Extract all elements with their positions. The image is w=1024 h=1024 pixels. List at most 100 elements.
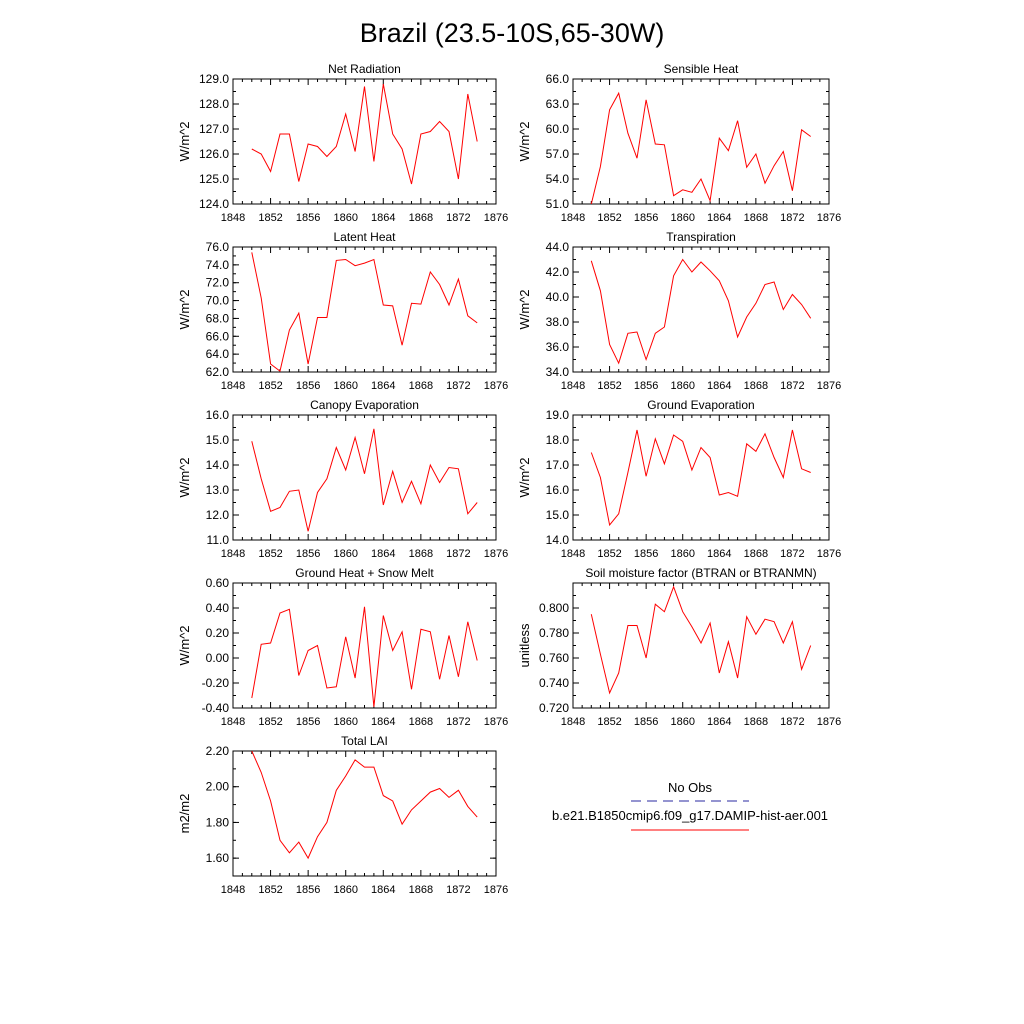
- y-tick-label: 34.0: [546, 365, 570, 379]
- x-tick-label: 1860: [670, 716, 694, 728]
- plot-frame: [232, 78, 497, 205]
- x-tick-label: 1868: [744, 380, 768, 392]
- y-tick-label: 57.0: [546, 147, 570, 161]
- x-tick-label: 1868: [409, 548, 433, 560]
- panels: Net Radiation W/m^2 1848 1852 1856 1860 1864 18…: [177, 62, 841, 896]
- y-axis-label: W/m^2: [177, 457, 192, 497]
- legend-label-run: b.e21.B1850cmip6.f09_g17.DAMIP-hist-aer.…: [552, 808, 828, 823]
- series-line: [590, 91, 811, 204]
- y-tick-label: 0.800: [539, 601, 569, 615]
- series-line: [251, 252, 478, 372]
- x-tick-label: 1872: [780, 380, 804, 392]
- x-tick-label: 1872: [446, 380, 470, 392]
- x-tick-label: 1860: [670, 380, 694, 392]
- y-tick-label: 16.0: [206, 408, 230, 422]
- y-tick-label: 0.780: [539, 626, 569, 640]
- y-tick-label: 17.0: [546, 458, 570, 472]
- panel-8: Soil moisture factor (BTRAN or BTRANMN) u…: [517, 566, 841, 728]
- x-tick-label: 1876: [484, 212, 508, 224]
- y-tick-label: 54.0: [546, 172, 570, 186]
- x-tick-label: 1852: [258, 716, 282, 728]
- x-tick-label: 1848: [561, 380, 585, 392]
- x-tick-label: 1872: [780, 212, 804, 224]
- y-tick-label: 0.760: [539, 651, 569, 665]
- x-tick-label: 1872: [446, 212, 470, 224]
- y-tick-label: 0.720: [539, 701, 569, 715]
- x-tick-label: 1848: [561, 212, 585, 224]
- x-tick-label: 1860: [333, 548, 357, 560]
- x-tick-label: 1868: [409, 884, 433, 896]
- x-tick-label: 1864: [371, 884, 395, 896]
- panel-title: Net Radiation: [328, 62, 401, 76]
- panel-9: Total LAI m2/m2 1848 1852 1856 1860 1864 1868 18…: [177, 734, 508, 896]
- y-tick-label: 125.0: [199, 172, 229, 186]
- x-tick-label: 1864: [707, 716, 731, 728]
- x-tick-label: 1868: [409, 212, 433, 224]
- x-tick-label: 1856: [296, 884, 320, 896]
- x-tick-label: 1860: [670, 212, 694, 224]
- y-tick-label: 2.00: [206, 780, 230, 794]
- plot-frame: [572, 414, 830, 541]
- x-tick-label: 1876: [484, 380, 508, 392]
- y-tick-label: 126.0: [199, 147, 229, 161]
- series-line: [251, 751, 478, 860]
- panel-4: Transpiration W/m^2 1848 1852 1856 1860 1864 18…: [517, 230, 841, 392]
- y-tick-label: 66.0: [206, 329, 230, 343]
- y-tick-label: 129.0: [199, 72, 229, 86]
- x-tick-label: 1872: [446, 716, 470, 728]
- series-line: [590, 258, 812, 365]
- x-tick-label: 1868: [744, 716, 768, 728]
- x-tick-label: 1872: [780, 548, 804, 560]
- x-tick-label: 1852: [258, 380, 282, 392]
- y-axis-label: m2/m2: [177, 794, 192, 834]
- legend-label-no-obs: No Obs: [668, 780, 713, 795]
- x-tick-label: 1876: [484, 884, 508, 896]
- y-tick-label: 60.0: [546, 122, 570, 136]
- y-tick-label: 2.20: [206, 744, 230, 758]
- x-tick-label: 1864: [371, 548, 395, 560]
- y-tick-label: 51.0: [546, 197, 570, 211]
- y-tick-label: 63.0: [546, 97, 570, 111]
- legend: No Obs b.e21.B1850cmip6.f09_g17.DAMIP-hi…: [552, 780, 828, 831]
- panel-title: Soil moisture factor (BTRAN or BTRANMN): [585, 566, 816, 580]
- y-tick-label: 64.0: [206, 347, 230, 361]
- y-tick-label: 70.0: [206, 294, 230, 308]
- panel-7: Ground Heat + Snow Melt W/m^2 1848 1852 1856…: [177, 566, 508, 728]
- y-axis-label: W/m^2: [517, 121, 532, 161]
- figure-title: Brazil (23.5-10S,65-30W): [360, 18, 665, 48]
- y-tick-label: 0.00: [206, 651, 230, 665]
- y-tick-label: 42.0: [546, 265, 570, 279]
- x-tick-label: 1860: [333, 716, 357, 728]
- x-tick-label: 1860: [333, 380, 357, 392]
- y-tick-label: 18.0: [546, 433, 570, 447]
- series-line: [251, 606, 478, 707]
- panel-title: Canopy Evaporation: [310, 398, 419, 412]
- panel-title: Total LAI: [341, 734, 388, 748]
- x-tick-label: 1848: [221, 212, 245, 224]
- x-tick-label: 1852: [597, 212, 621, 224]
- y-tick-label: 76.0: [206, 240, 230, 254]
- plot-frame: [232, 246, 497, 373]
- y-axis-label: W/m^2: [177, 289, 192, 329]
- plot-frame: [232, 414, 497, 541]
- series-line: [251, 83, 478, 185]
- y-tick-label: 11.0: [207, 533, 230, 547]
- x-tick-label: 1864: [707, 548, 731, 560]
- x-tick-label: 1852: [258, 884, 282, 896]
- y-axis-label: W/m^2: [177, 625, 192, 665]
- x-tick-label: 1852: [597, 548, 621, 560]
- x-tick-label: 1868: [409, 380, 433, 392]
- y-tick-label: 74.0: [206, 258, 230, 272]
- x-tick-label: 1856: [296, 212, 320, 224]
- x-tick-label: 1852: [597, 716, 621, 728]
- y-tick-label: 14.0: [206, 458, 230, 472]
- x-tick-label: 1876: [484, 716, 508, 728]
- panel-title: Transpiration: [666, 230, 736, 244]
- y-tick-label: 14.0: [546, 533, 570, 547]
- y-axis-label: W/m^2: [177, 121, 192, 161]
- y-tick-label: 15.0: [206, 433, 230, 447]
- x-tick-label: 1860: [333, 884, 357, 896]
- y-tick-label: 16.0: [546, 483, 570, 497]
- x-tick-label: 1860: [333, 212, 357, 224]
- y-tick-label: 1.60: [206, 851, 230, 865]
